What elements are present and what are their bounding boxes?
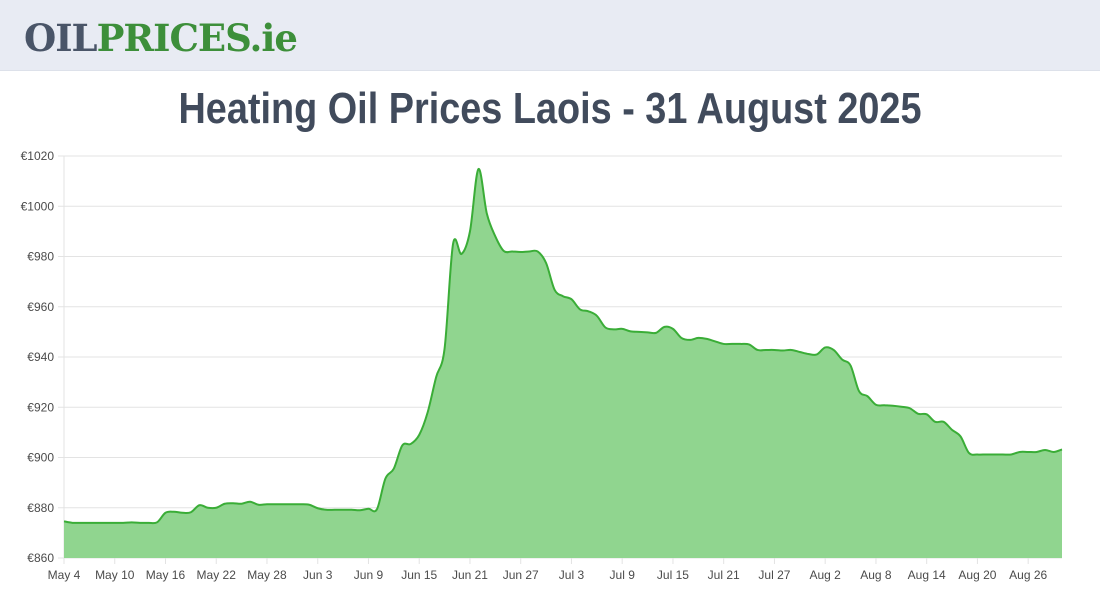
logo-text-domain: .ie bbox=[249, 16, 298, 60]
x-tick-label: Jun 3 bbox=[303, 568, 333, 582]
x-tick-label: Jul 21 bbox=[708, 568, 740, 582]
y-tick-label: €860 bbox=[27, 551, 54, 565]
price-area bbox=[64, 168, 1062, 558]
x-tick-label: Jun 15 bbox=[401, 568, 437, 582]
site-header: OILPRICES.ie bbox=[0, 0, 1100, 71]
x-tick-label: May 28 bbox=[247, 568, 287, 582]
price-series bbox=[63, 168, 1063, 558]
x-tick-label: Aug 14 bbox=[908, 568, 946, 582]
x-tick-label: May 22 bbox=[197, 568, 237, 582]
x-tick-label: Aug 20 bbox=[958, 568, 996, 582]
logo-text-prices: PRICES bbox=[96, 16, 251, 60]
x-tick-label: May 4 bbox=[48, 568, 81, 582]
page-title: Heating Oil Prices Laois - 31 August 202… bbox=[178, 84, 922, 133]
y-tick-label: €880 bbox=[27, 501, 54, 515]
x-tick-label: Jul 9 bbox=[610, 568, 636, 582]
y-tick-label: €900 bbox=[27, 451, 54, 465]
x-tick-label: Jun 21 bbox=[452, 568, 488, 582]
price-chart: €860 €880 €900 €920 €940 €960 €980 €1000 €1020 M… bbox=[21, 149, 1063, 582]
x-tick-label: Jul 3 bbox=[559, 568, 585, 582]
x-tick-label: Jul 27 bbox=[758, 568, 790, 582]
x-tick-label: Aug 26 bbox=[1009, 568, 1047, 582]
x-axis: May 4 May 10 May 16 May 22 May 28 Jun 3 Jun 9 J… bbox=[48, 558, 1048, 582]
y-tick-label: €980 bbox=[27, 250, 54, 264]
y-tick-label: €940 bbox=[27, 350, 54, 364]
y-axis: €860 €880 €900 €920 €940 €960 €980 €1000 €1020 bbox=[21, 149, 64, 565]
x-tick-label: Aug 8 bbox=[860, 568, 892, 582]
y-tick-label: €960 bbox=[27, 300, 54, 314]
x-tick-label: Jun 9 bbox=[354, 568, 384, 582]
x-tick-label: Jun 27 bbox=[503, 568, 539, 582]
y-tick-label: €1020 bbox=[21, 149, 55, 163]
x-tick-label: May 10 bbox=[95, 568, 135, 582]
price-line bbox=[63, 168, 1063, 525]
y-tick-label: €920 bbox=[27, 400, 54, 414]
logo-text-oil: OIL bbox=[24, 16, 98, 60]
y-tick-label: €1000 bbox=[21, 199, 55, 213]
x-tick-label: May 16 bbox=[146, 568, 186, 582]
site-logo[interactable]: OILPRICES.ie bbox=[24, 14, 298, 62]
x-tick-label: Aug 2 bbox=[810, 568, 842, 582]
x-tick-label: Jul 15 bbox=[657, 568, 689, 582]
